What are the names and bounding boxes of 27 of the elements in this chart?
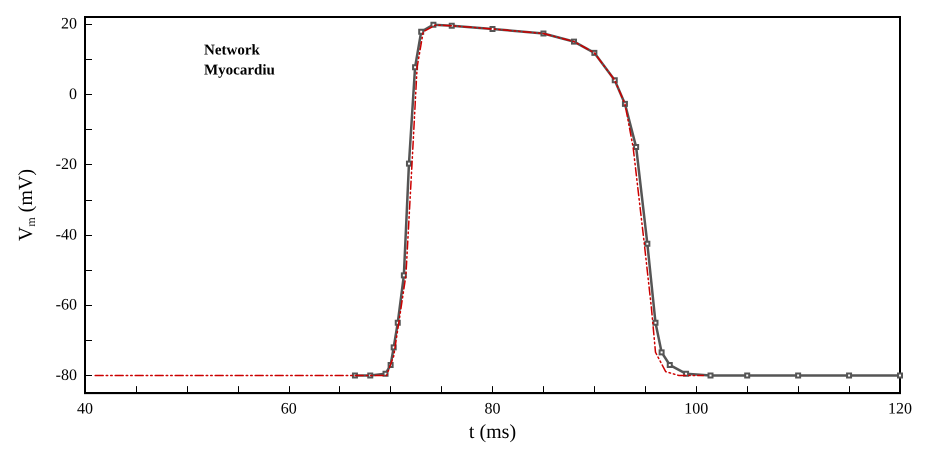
point [846,372,852,379]
y-tick-label: -80 [56,367,77,384]
point [744,372,750,379]
x-tick-label: 60 [280,400,297,418]
x-tick-label: 80 [484,400,500,418]
point [633,144,640,150]
y-tick-label: -60 [56,296,77,314]
x-tick-label: 100 [684,400,708,418]
point [652,320,658,326]
point [666,362,673,368]
x-axis-title: t (ms) [468,421,516,443]
y-tick-label: 0 [69,86,77,103]
y-tick-label: -40 [56,226,77,244]
annotation: Myocardiu [204,62,275,78]
point [897,372,903,379]
point [795,372,802,379]
point [708,372,714,379]
point [658,349,665,356]
y-tick-label: 20 [61,16,77,33]
x-tick-label: 40 [77,400,93,418]
point [418,28,424,35]
point [406,160,412,167]
annotation: Network [204,42,260,58]
point [644,240,650,247]
x-tick-label: 120 [888,400,912,418]
y-tick-label: -20 [56,156,77,174]
y-axis-title: Vm (mV) [15,168,38,242]
